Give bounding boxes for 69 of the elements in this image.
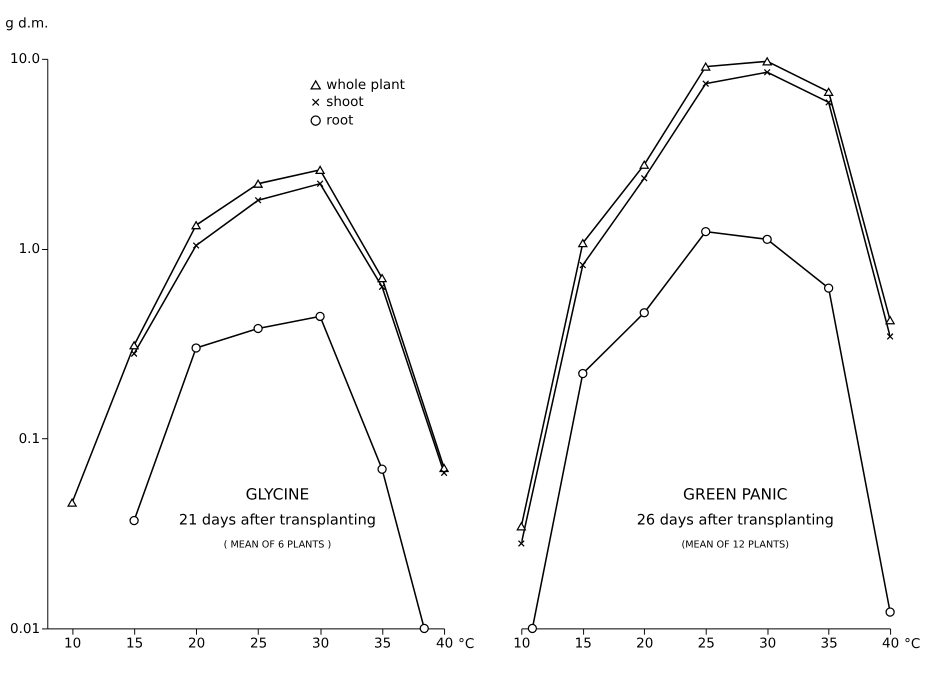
x-tick-label: 40 — [436, 635, 454, 652]
point — [253, 180, 263, 188]
x-axis-title: °C — [458, 636, 474, 652]
x-tick-label: 10 — [64, 635, 82, 652]
point — [762, 57, 772, 66]
x-tick-label: 30 — [759, 635, 776, 652]
point — [579, 262, 586, 269]
point — [377, 274, 387, 282]
point — [640, 160, 649, 169]
point — [315, 312, 325, 322]
point — [192, 242, 200, 249]
x-tick-label: 20 — [188, 635, 206, 652]
point — [315, 166, 325, 174]
point — [67, 498, 77, 507]
point — [578, 368, 588, 378]
point — [516, 522, 526, 530]
annotation: GREEN PANIC — [683, 485, 788, 504]
point — [191, 343, 201, 353]
point — [130, 350, 138, 358]
x-tick-label: 10 — [513, 635, 530, 652]
x-tick-label: 25 — [250, 635, 268, 652]
y-axis-title: g d.m. — [5, 15, 48, 32]
point — [885, 607, 895, 617]
point — [316, 180, 324, 188]
point — [702, 80, 710, 88]
legend-label: whole plant — [326, 76, 405, 93]
point — [764, 68, 771, 76]
annotation: ( MEAN OF 6 PLANTS ) — [224, 540, 332, 551]
point — [129, 341, 139, 350]
x-tick-label: 15 — [574, 635, 592, 652]
x-tick-label: 20 — [636, 635, 654, 652]
point — [377, 464, 387, 474]
point — [129, 516, 139, 526]
y-tick-label: 0.01 — [10, 620, 40, 637]
x-tick-label: 15 — [126, 635, 144, 652]
point — [886, 333, 894, 340]
y-tick-label: 10.0 — [10, 51, 40, 68]
annotation: (MEAN OF 12 PLANTS) — [681, 540, 789, 551]
x-tick-label: 30 — [312, 635, 330, 652]
point — [701, 62, 710, 71]
annotation: 21 days after transplanting — [178, 512, 376, 529]
point — [254, 196, 262, 204]
x-tick-label: 35 — [820, 635, 838, 652]
point — [578, 239, 588, 248]
y-tick-label: 0.1 — [18, 430, 40, 447]
annotation: 26 days after transplanting — [636, 512, 834, 529]
point — [518, 540, 525, 547]
point — [640, 174, 648, 182]
annotation: GLYCINE — [246, 485, 310, 504]
point — [378, 283, 386, 290]
point — [885, 316, 895, 324]
point — [701, 226, 710, 236]
point — [824, 88, 834, 96]
point — [824, 283, 834, 293]
x-tick-label: 40 — [882, 635, 900, 652]
point — [191, 221, 201, 230]
y-tick-label: 1.0 — [18, 241, 40, 258]
x-tick-label: 25 — [698, 635, 715, 652]
point — [762, 234, 772, 244]
x-axis-title: °C — [904, 636, 920, 652]
point — [528, 624, 538, 634]
point — [420, 624, 429, 634]
legend-label: root — [326, 112, 354, 128]
point — [253, 324, 263, 334]
x-tick-label: 35 — [374, 635, 392, 652]
point — [640, 308, 649, 318]
legend-label: shoot — [326, 94, 364, 110]
point — [440, 469, 448, 476]
point — [825, 98, 832, 106]
